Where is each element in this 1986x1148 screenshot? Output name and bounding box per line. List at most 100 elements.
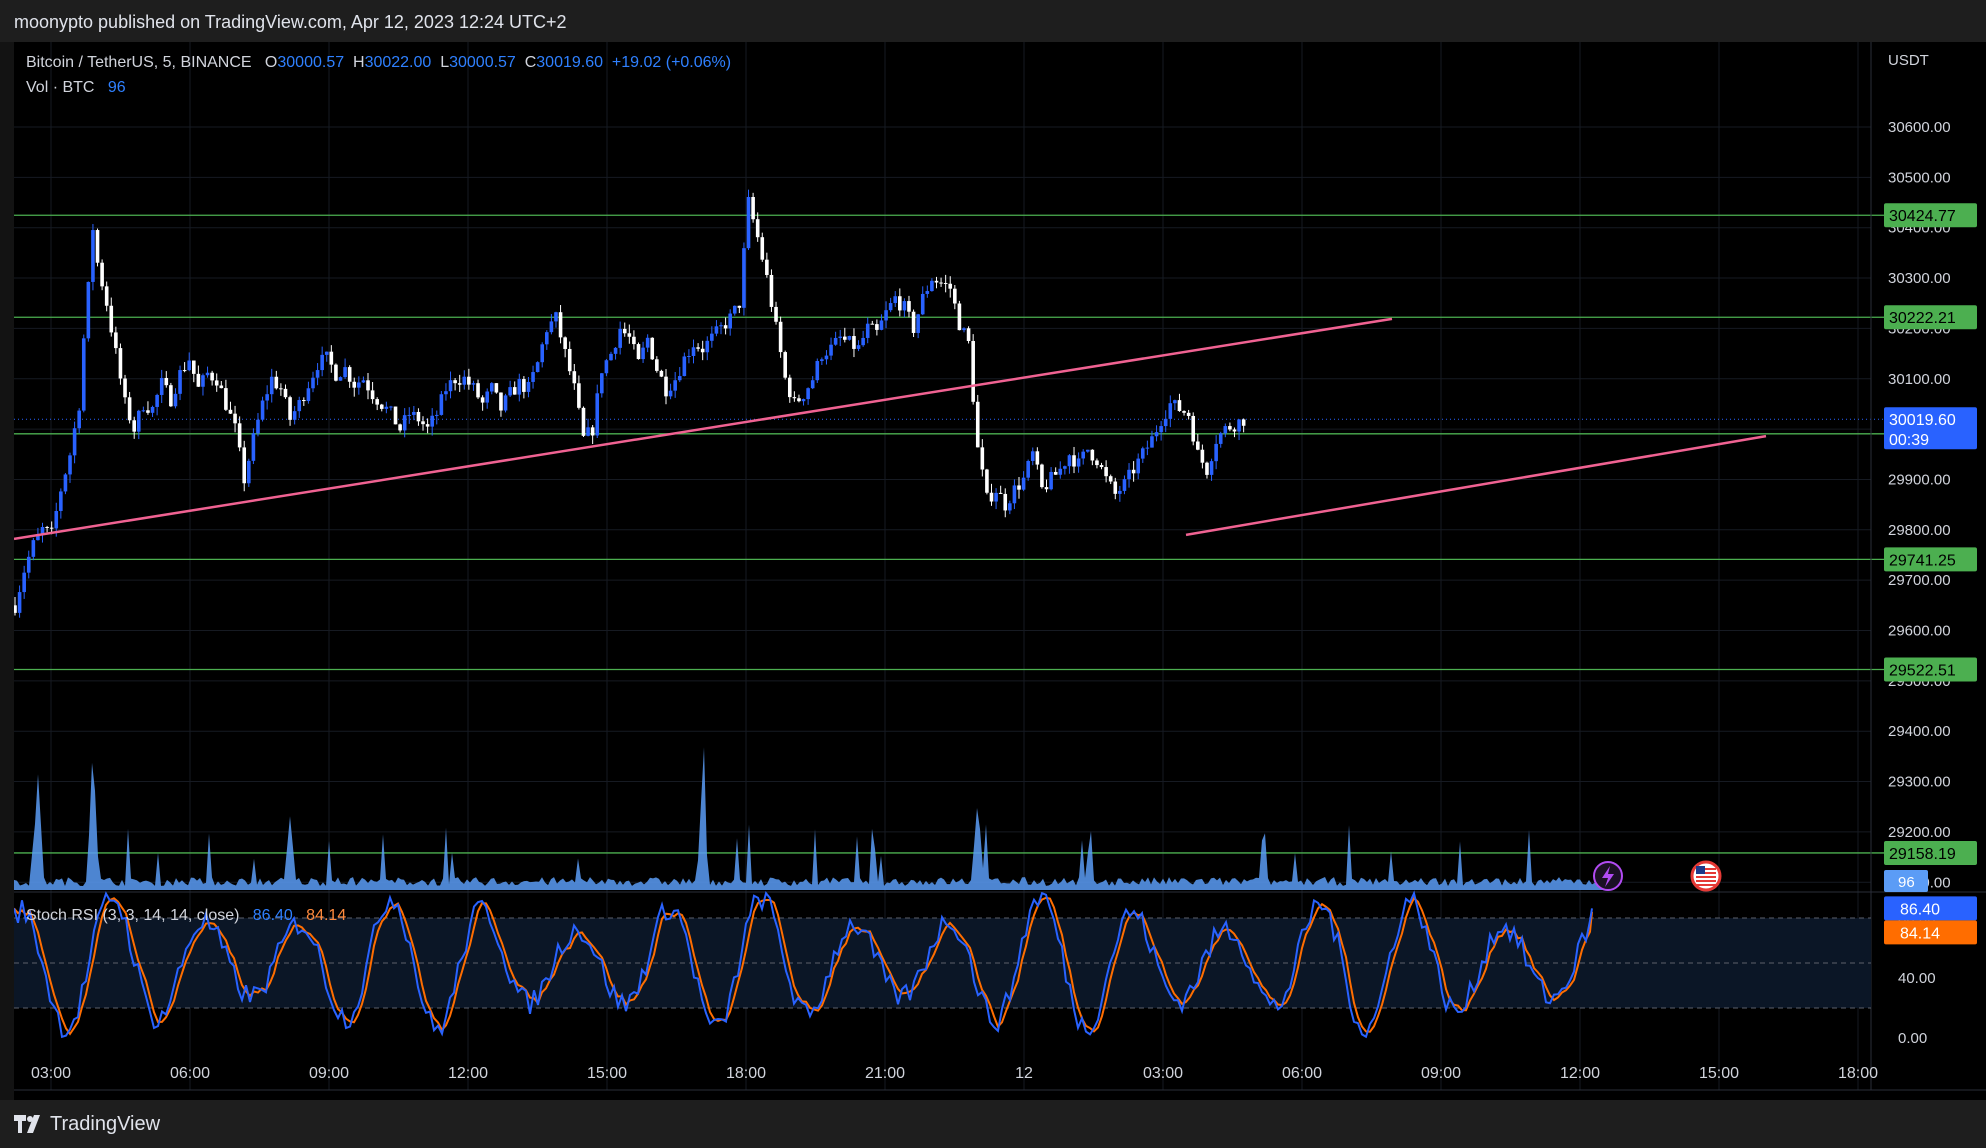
candle: [508, 380, 512, 397]
time-axis-tick-label: 15:00: [1699, 1065, 1739, 1082]
volume-label[interactable]: Vol · BTC: [26, 79, 95, 96]
candle-body: [1017, 485, 1021, 490]
candle-body: [728, 313, 732, 329]
candle: [687, 349, 691, 364]
candle: [622, 322, 627, 337]
candle: [104, 281, 109, 312]
candle-body: [95, 230, 100, 263]
candle-body: [590, 427, 595, 436]
candle-body: [852, 336, 856, 349]
candle: [214, 373, 219, 392]
level-price-badge: 30222.21: [1884, 305, 1977, 330]
candle: [778, 316, 783, 358]
price-axis-tick-label: 30100.00: [1888, 371, 1951, 388]
stoch-badges: 86.40 84.14: [1884, 896, 1977, 945]
candle: [86, 281, 91, 342]
candle: [17, 585, 22, 618]
candle: [1237, 419, 1241, 441]
candle: [1021, 471, 1026, 492]
candle: [714, 320, 719, 337]
candle: [77, 408, 81, 434]
time-axis: 03:00 06:00 09:00 12:00 15:00 18:00 21:00 12 03:…: [14, 1065, 1986, 1091]
candle-body: [136, 410, 141, 432]
candle-body: [884, 310, 888, 321]
candle-body: [943, 283, 948, 285]
candle-body: [668, 390, 673, 397]
candle-body: [201, 375, 205, 387]
candle: [467, 368, 471, 390]
candle-body: [1140, 448, 1145, 459]
stoch-d-badge-bg: [1884, 920, 1977, 945]
level-price-badge: 29741.25: [1884, 547, 1977, 572]
candle: [146, 401, 150, 415]
candle: [1090, 449, 1095, 466]
time-axis-tick-label: 06:00: [1282, 1065, 1322, 1082]
candle-body: [366, 380, 370, 391]
candle-body: [228, 409, 233, 414]
price-axis-tick-label: 30300.00: [1888, 270, 1951, 287]
candle-body: [691, 347, 696, 357]
candle-body: [439, 394, 444, 415]
publish-header: moonypto published on TradingView.com, A…: [14, 12, 567, 32]
candle-body: [934, 280, 939, 283]
candle-body: [72, 428, 77, 456]
flag-stripe: [1696, 880, 1716, 882]
candle: [379, 403, 384, 412]
trendline-lower: [1185, 434, 1767, 537]
candle-body: [700, 348, 705, 353]
candle: [691, 339, 696, 364]
flag-stripe: [1696, 884, 1716, 886]
candle: [732, 305, 737, 316]
candle: [682, 352, 687, 377]
price-axis-tick-label: 29800.00: [1888, 522, 1951, 539]
candle-body: [1168, 403, 1173, 419]
candle: [581, 406, 586, 437]
candle-body: [159, 377, 164, 395]
candle-body: [1113, 481, 1118, 494]
candle: [577, 375, 581, 410]
candle: [343, 358, 347, 379]
tradingview-logo[interactable]: TradingView: [14, 1112, 160, 1136]
candle-body: [306, 388, 311, 402]
candle: [742, 242, 746, 316]
candle: [861, 330, 865, 347]
candle: [1067, 454, 1072, 474]
candle: [668, 383, 673, 400]
stoch-k-badge-label: 86.40: [1900, 901, 1940, 918]
candle-body: [1063, 466, 1067, 469]
candle: [985, 468, 989, 495]
candle-body: [792, 397, 797, 399]
candle: [751, 192, 755, 223]
candle-body: [1228, 426, 1232, 430]
candle-body: [214, 380, 219, 386]
candle-body: [182, 370, 187, 372]
candle-body: [1026, 460, 1030, 478]
time-axis-tick-label: 18:00: [1838, 1065, 1878, 1082]
candle: [966, 326, 971, 344]
stoch-label[interactable]: Stoch RSI (3, 3, 14, 14, close): [26, 907, 240, 924]
candle-body: [421, 421, 425, 425]
candle-body: [196, 373, 201, 387]
candle: [1150, 430, 1154, 448]
candle-body: [141, 410, 146, 412]
candle: [1200, 444, 1205, 469]
candle: [902, 298, 907, 318]
chart-canvas[interactable]: USDT30600.0030500.0030400.0030300.003020…: [14, 42, 1986, 1100]
time-axis-tick-label: 03:00: [31, 1065, 71, 1082]
candle-body: [815, 361, 820, 381]
candle: [604, 358, 609, 377]
symbol-title[interactable]: Bitcoin / TetherUS, 5, BINANCE: [26, 54, 252, 71]
candle: [1163, 410, 1168, 433]
candle-body: [54, 511, 59, 529]
candle-body: [407, 414, 412, 416]
candle: [1168, 395, 1173, 428]
candle: [14, 596, 17, 616]
price-axis-currency: USDT: [1888, 52, 1929, 69]
chart-frame[interactable]: USDT30600.0030500.0030400.0030300.003020…: [14, 42, 1986, 1100]
lightning-event-icon: [1593, 861, 1623, 891]
candle: [201, 373, 205, 396]
candle: [155, 393, 159, 416]
candle-body: [953, 288, 957, 304]
candle-body: [985, 469, 989, 493]
candle-body: [971, 340, 975, 402]
